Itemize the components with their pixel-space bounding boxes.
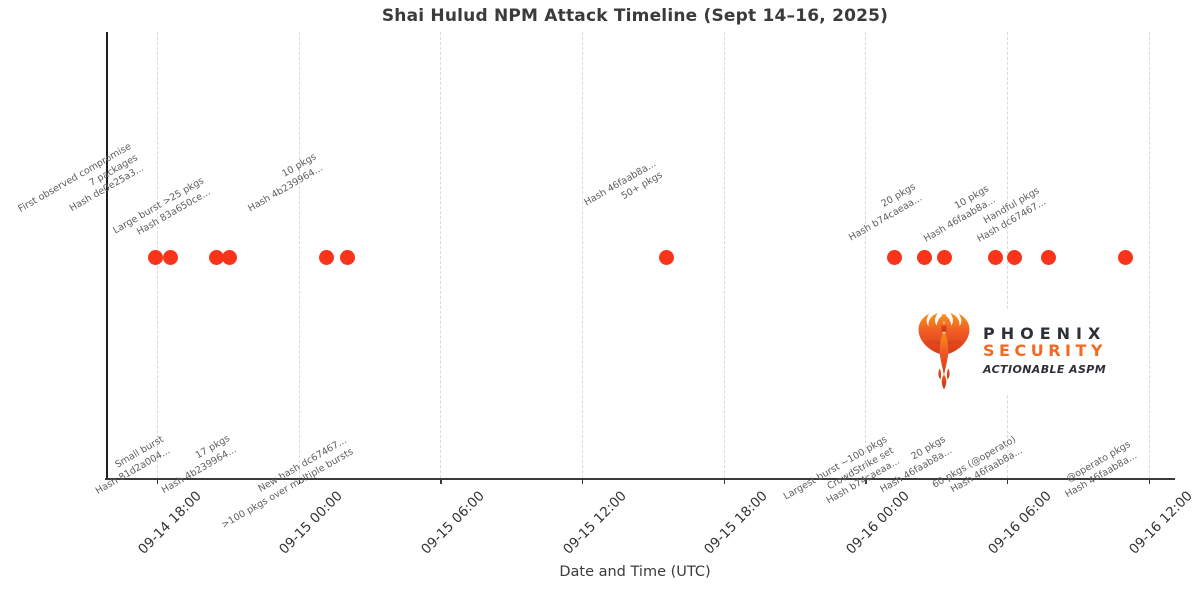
event-dot [208, 249, 224, 265]
event-annotation: @operato pkgs Hash 46faab8a... [1063, 439, 1139, 500]
y-axis-line [106, 32, 108, 479]
gridline [440, 32, 442, 478]
event-annotation: Large burst >25 pkgs Hash 83a650ce... [111, 175, 213, 238]
event-dot [887, 249, 903, 265]
x-axis-label: Date and Time (UTC) [559, 564, 711, 580]
event-dot [163, 249, 179, 265]
x-tick-mark [865, 479, 867, 484]
x-tick-mark [298, 479, 300, 484]
phoenix-icon [918, 313, 970, 390]
x-tick-mark [723, 479, 725, 484]
event-dot [222, 249, 238, 265]
chart-title: Shai Hulud NPM Attack Timeline (Sept 14–… [381, 6, 889, 26]
event-dot [659, 249, 675, 265]
x-tick-mark [157, 479, 159, 484]
event-annotation: 10 pkgs Hash 4b239964... [245, 151, 325, 214]
event-dot [1007, 249, 1023, 265]
x-tick-label: 09-14 18:00 [134, 488, 205, 558]
phoenix-security-logo: PHOENIX SECURITY ACTIONABLE ASPM [913, 309, 1125, 393]
x-tick-label: 09-15 00:00 [276, 488, 346, 558]
event-dot [340, 249, 356, 265]
x-tick-mark [1148, 479, 1150, 484]
gridline [723, 32, 725, 478]
event-annotation: Hash 46faab8a... 50+ pkgs [582, 158, 665, 209]
event-dot [987, 249, 1003, 265]
event-dot [1040, 249, 1056, 265]
event-dot [318, 249, 334, 265]
x-tick-label: 09-15 06:00 [418, 488, 488, 558]
event-annotation: Small burst Hash 81d2a004... [93, 434, 172, 497]
event-annotation: 17 pkgs Hash 4b239964... [159, 433, 238, 496]
gridline [582, 32, 583, 478]
x-tick-mark [582, 479, 584, 484]
logo-brand-phoenix: PHOENIX [983, 323, 1107, 343]
x-axis-line [105, 478, 1175, 480]
event-dot [147, 249, 163, 265]
logo-text: PHOENIX SECURITY ACTIONABLE ASPM [983, 325, 1107, 377]
event-dot [936, 249, 952, 265]
gridline [865, 32, 867, 478]
x-tick-label: 09-15 12:00 [559, 488, 630, 558]
x-tick-label: 09-16 00:00 [843, 488, 913, 558]
logo-tagline: ACTIONABLE ASPM [983, 362, 1107, 376]
logo-brand-security: SECURITY [983, 341, 1107, 361]
x-tick-mark [1007, 479, 1009, 484]
gridline [1148, 32, 1150, 478]
event-dot [1117, 249, 1133, 265]
x-tick-mark [440, 479, 442, 484]
x-tick-label: 09-16 06:00 [984, 488, 1055, 558]
x-tick-label: 09-15 18:00 [701, 488, 771, 558]
x-tick-label: 09-16 12:00 [1126, 488, 1196, 558]
gridline [298, 32, 300, 478]
event-annotation: 20 pkgs Hash b74caeaa... [847, 181, 925, 244]
event-dot [916, 249, 932, 265]
